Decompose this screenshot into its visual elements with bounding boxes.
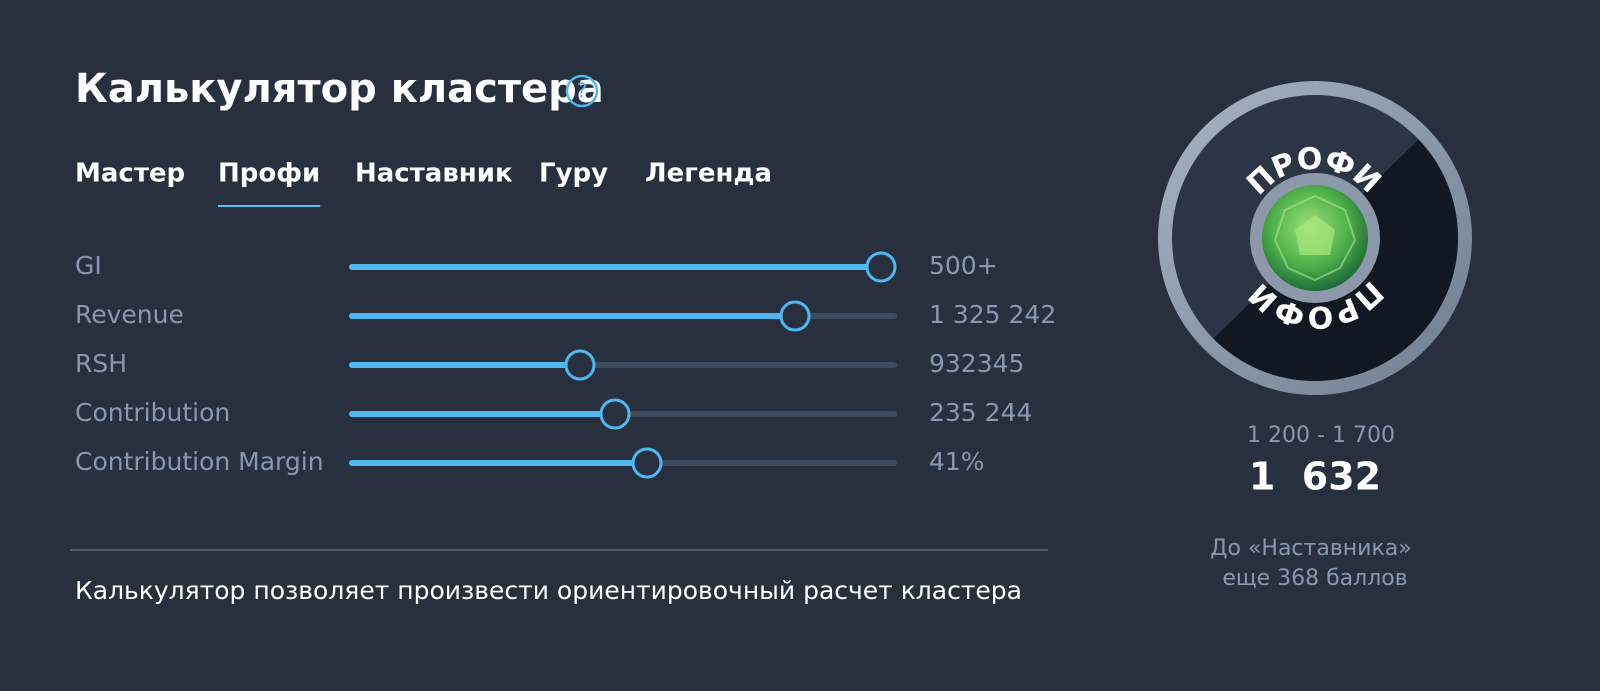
- slider-fill: [349, 460, 647, 466]
- tabs: Мастер Профи Наставник Гуру Легенда: [75, 159, 772, 207]
- help-button[interactable]: ?: [565, 74, 599, 108]
- slider-label: Revenue: [75, 300, 184, 329]
- slider-label: Contribution: [75, 398, 230, 427]
- slider-fill: [349, 264, 881, 270]
- gem-facets: [1273, 194, 1357, 282]
- slider-value: 1 325 242: [929, 300, 1056, 329]
- gem-table: [1295, 215, 1335, 255]
- badge: ПРОФИ ПРОФИ: [1158, 81, 1472, 395]
- slider-handle[interactable]: [599, 398, 631, 430]
- slider-handle[interactable]: [865, 251, 897, 283]
- slider-handle[interactable]: [631, 447, 663, 479]
- sliders: GI 500+ Revenue 1 325 242 RSH 932345 Contribut…: [75, 251, 1056, 479]
- slider-handle[interactable]: [779, 300, 811, 332]
- slider-value: 235 244: [929, 398, 1032, 427]
- slider-value: 932345: [929, 349, 1024, 378]
- slider-value: 41%: [929, 447, 985, 476]
- slider-fill: [349, 313, 795, 319]
- slider-fill: [349, 411, 615, 417]
- slider-value: 500+: [929, 251, 998, 280]
- badge-score: 1 632: [1249, 455, 1381, 499]
- help-circle: [565, 74, 599, 108]
- slider-handle[interactable]: [564, 349, 596, 381]
- points-remaining: еще 368 баллов: [1222, 566, 1407, 591]
- slider-label: RSH: [75, 349, 127, 378]
- slider-label: GI: [75, 251, 102, 280]
- tab[interactable]: Мастер: [75, 159, 185, 189]
- tab[interactable]: Наставник: [355, 159, 513, 189]
- tab[interactable]: Легенда: [645, 159, 772, 189]
- help-icon: ?: [577, 79, 588, 103]
- footer-note: Калькулятор позволяет произвести ориенти…: [75, 576, 1022, 605]
- tab[interactable]: Гуру: [539, 159, 608, 189]
- badge-range: 1 200 - 1 700: [1247, 423, 1395, 448]
- next-level: До «Наставника»: [1210, 536, 1411, 561]
- tab[interactable]: Профи: [218, 159, 320, 189]
- slider-fill: [349, 362, 580, 368]
- title: Калькулятор кластера: [75, 66, 604, 112]
- slider-label: Contribution Margin: [75, 447, 324, 476]
